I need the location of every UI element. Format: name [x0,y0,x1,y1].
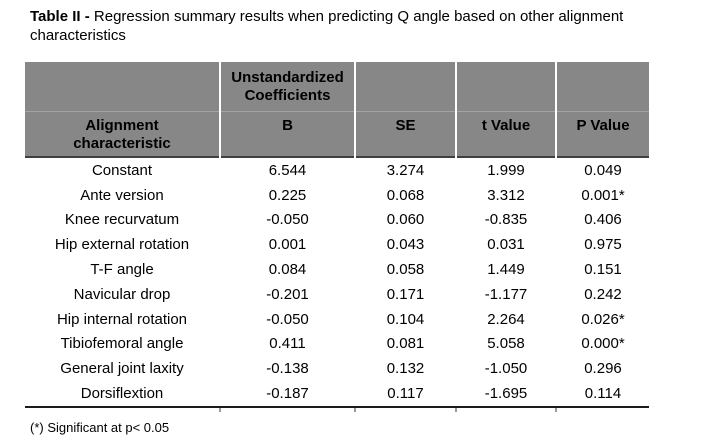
cell-t: 0.031 [487,236,525,254]
cell-b: 0.411 [269,335,306,353]
cell-se: 0.043 [386,236,425,254]
row-label: Constant [91,161,153,179]
row-label: Ante version [80,186,164,204]
table-caption: Table II - Regression summary results wh… [30,7,650,45]
cell-p: 0.151 [584,261,622,279]
regression-summary-table: Unstandardized Coefficients Alignment ch… [25,62,649,412]
table-bottom-rule [25,405,649,408]
column-header-b: B [221,112,354,158]
cell-p: 0.049 [584,161,622,179]
cell-p: 0.000* [581,335,625,353]
cell-b: -0.050 [266,211,309,229]
cell-b: -0.138 [266,360,309,378]
cell-p: 0.975 [584,236,622,254]
column-separator-stub [354,407,356,412]
row-label: Hip external rotation [54,236,190,254]
header-cell-blank-t [457,62,555,112]
cell-se: 0.068 [386,186,425,204]
header-cell-blank-p [557,62,649,112]
column-header-p-value: P Value [557,112,649,158]
column-header-t-value: t Value [457,112,555,158]
cell-t: -0.835 [484,211,528,229]
cell-t: -1.695 [484,385,528,403]
cell-b: -0.201 [266,285,309,303]
header-cell-blank-se [356,62,455,112]
cell-se: 0.058 [386,261,425,279]
row-label: General joint laxity [60,360,184,378]
cell-b: -0.050 [266,310,309,328]
cell-se: 0.171 [386,285,425,303]
row-label: Knee recurvatum [64,211,180,229]
cell-p: 0.296 [584,360,622,378]
cell-se: 0.117 [387,385,424,403]
cell-se: 0.104 [386,310,425,328]
cell-p: 0.406 [584,211,622,229]
row-label: Navicular drop [73,285,171,303]
cell-t: 3.312 [487,186,525,204]
cell-se: 0.060 [386,211,425,229]
cell-b: -0.187 [266,385,309,403]
cell-t: -1.050 [484,360,528,378]
table-caption-text: Regression summary results when predicti… [30,8,624,44]
column-separator-stub [219,407,221,412]
cell-t: -1.177 [484,285,528,303]
row-label: Hip internal rotation [56,310,188,328]
significance-footnote: (*) Significant at p< 0.05 [30,420,170,435]
cell-p: 0.114 [584,385,622,403]
column-header-se: SE [356,112,455,158]
cell-b: 6.544 [268,161,307,179]
cell-se: 0.132 [386,360,425,378]
header-cell-blank-characteristic [25,62,219,112]
cell-p: 0.026* [581,310,625,328]
table-grid: Unstandardized Coefficients Alignment ch… [25,62,649,406]
cell-p: 0.242 [584,285,622,303]
row-label: Dorsiflextion [80,385,164,403]
cell-b: 0.084 [268,261,307,279]
cell-t: 2.264 [487,310,525,328]
cell-se: 3.274 [386,161,425,179]
column-separator-stub [555,407,557,412]
column-header-alignment-characteristic: Alignment characteristic [25,112,219,158]
cell-b: 0.225 [268,186,307,204]
row-label: Tibiofemoral angle [60,335,184,353]
header-cell-unstandardized-coefficients: Unstandardized Coefficients [221,62,354,112]
cell-se: 0.081 [386,335,425,353]
table-caption-label: Table II - [30,8,90,25]
cell-p: 0.001* [581,186,625,204]
cell-t: 1.999 [487,161,525,179]
cell-t: 5.058 [487,335,525,353]
cell-b: 0.001 [268,236,307,254]
cell-t: 1.449 [487,261,525,279]
row-label: T-F angle [90,261,154,279]
column-separator-stub [455,407,457,412]
